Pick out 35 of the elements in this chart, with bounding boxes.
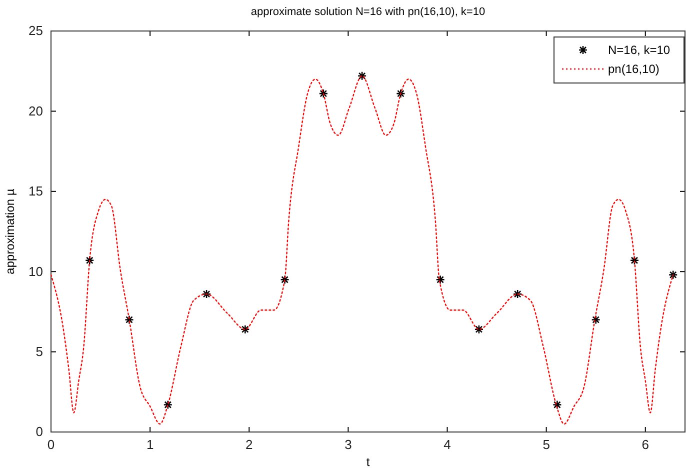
y-tick-label: 25	[28, 23, 43, 38]
point	[552, 400, 562, 410]
point	[280, 274, 290, 284]
x-tick-label: 5	[542, 437, 550, 452]
point	[512, 289, 522, 299]
point	[668, 270, 678, 280]
point	[240, 324, 250, 334]
x-tick-label: 0	[47, 437, 55, 452]
x-tick-label: 4	[444, 437, 451, 452]
x-tick-label: 6	[642, 437, 649, 452]
point	[84, 256, 94, 266]
chart-title: approximate solution N=16 with pn(16,10), k=10	[250, 6, 486, 18]
point	[396, 88, 406, 98]
x-axis-title: t	[366, 455, 370, 469]
legend-label: N=16, k=10	[608, 43, 670, 57]
legend-label: pn(16,10)	[608, 62, 660, 76]
y-tick-label: 10	[28, 264, 43, 279]
y-tick-label: 0	[36, 424, 43, 440]
point	[357, 71, 367, 81]
line-series	[50, 75, 674, 425]
y-tick-label: 5	[36, 344, 43, 359]
point	[591, 315, 600, 324]
point	[436, 274, 445, 284]
x-tick-label: 3	[344, 437, 352, 452]
y-axis-title: approximation µ	[3, 188, 17, 274]
y-tick-label: 20	[28, 103, 43, 118]
point	[202, 289, 212, 299]
point	[163, 400, 173, 410]
point	[124, 315, 134, 324]
x-tick-label: 2	[246, 437, 253, 452]
point	[630, 256, 640, 266]
x-tick-label: 1	[146, 437, 154, 452]
y-tick-label: 15	[28, 184, 43, 199]
point	[318, 88, 328, 98]
point	[474, 324, 484, 334]
